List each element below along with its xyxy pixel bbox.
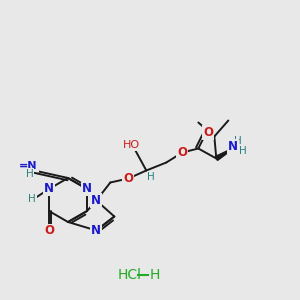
Text: H: H <box>235 136 242 146</box>
Text: O: O <box>44 224 54 238</box>
Text: O: O <box>177 146 187 159</box>
Text: N: N <box>82 182 92 196</box>
Text: N: N <box>228 140 238 153</box>
Text: O: O <box>203 126 213 139</box>
Text: H: H <box>148 172 155 182</box>
Text: O: O <box>123 172 133 185</box>
Text: =N: =N <box>19 161 38 171</box>
Text: HO: HO <box>123 140 140 151</box>
Text: H: H <box>239 146 247 157</box>
Polygon shape <box>215 146 236 161</box>
Text: H: H <box>150 268 160 282</box>
Text: H: H <box>26 169 33 179</box>
Text: HCl: HCl <box>118 268 142 282</box>
Text: N: N <box>91 224 101 237</box>
Text: N: N <box>91 194 101 207</box>
Text: N: N <box>44 182 54 196</box>
Text: H: H <box>28 194 36 204</box>
